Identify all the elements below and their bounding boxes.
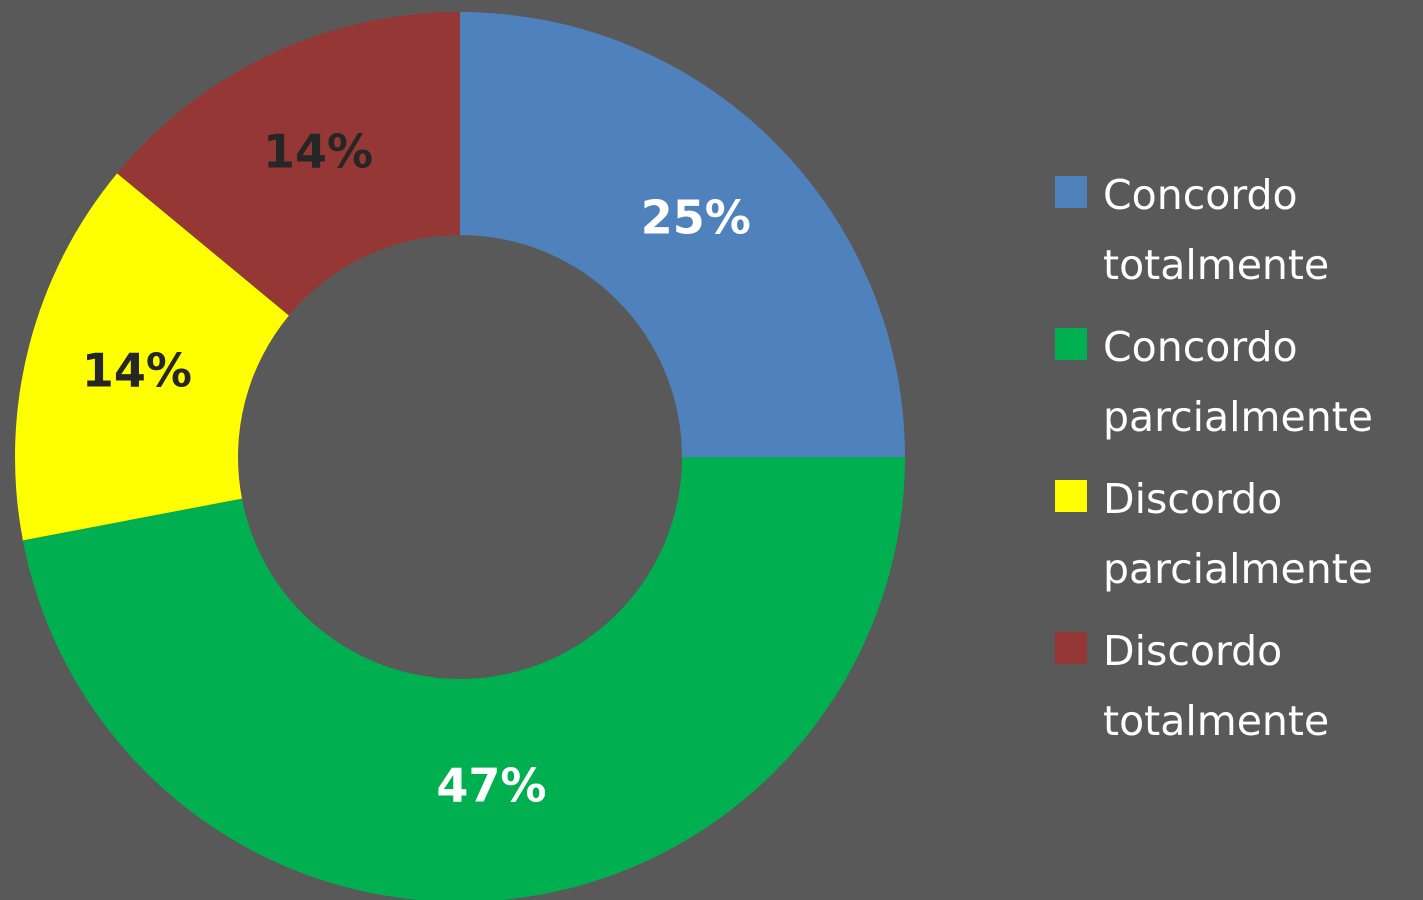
value-label: 14% [82,344,192,398]
legend: Concordo totalmente Concordo parcialmente… [1055,160,1423,768]
legend-entry: Discordo parcialmente [1055,464,1423,604]
legend-label: Discordo totalmente [1103,627,1330,745]
legend-entry: Concordo totalmente [1055,160,1423,300]
value-label: 25% [641,191,751,245]
legend-swatch [1055,176,1087,208]
legend-entry: Discordo totalmente [1055,616,1423,756]
chart: 25% 47% 14% 14% [14,12,905,900]
donut-segment [117,12,460,316]
legend-entry: Concordo parcialmente [1055,312,1423,452]
legend-swatch [1055,480,1087,512]
legend-swatch [1055,328,1087,360]
value-label: 14% [263,125,373,179]
donut-segment [460,12,905,457]
legend-label: Concordo parcialmente [1103,323,1374,441]
legend-swatch [1055,632,1087,664]
donut-segment [14,173,289,541]
legend-label: Concordo totalmente [1103,171,1330,289]
value-label: 47% [436,759,546,813]
donut-segment [22,457,905,900]
legend-label: Discordo parcialmente [1103,475,1374,593]
